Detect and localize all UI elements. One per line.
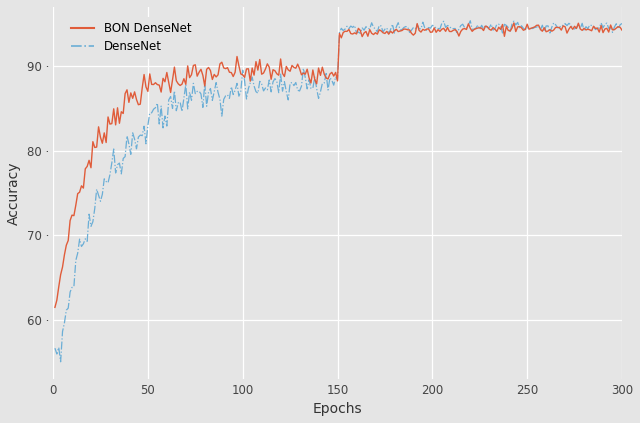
DenseNet: [467, 18, 474, 23]
BON DenseNet: [53, 298, 61, 303]
BON DenseNet: [510, 20, 518, 25]
DenseNet: [57, 359, 65, 364]
Line: BON DenseNet: BON DenseNet: [55, 23, 622, 308]
Line: DenseNet: DenseNet: [55, 21, 622, 362]
BON DenseNet: [388, 30, 396, 36]
DenseNet: [618, 21, 626, 26]
Y-axis label: Accuracy: Accuracy: [7, 162, 21, 225]
Legend: BON DenseNet, DenseNet: BON DenseNet, DenseNet: [65, 16, 197, 59]
DenseNet: [388, 22, 396, 27]
BON DenseNet: [387, 29, 394, 34]
DenseNet: [533, 25, 541, 30]
X-axis label: Epochs: Epochs: [313, 402, 362, 416]
BON DenseNet: [618, 27, 626, 33]
DenseNet: [51, 346, 59, 351]
DenseNet: [569, 26, 577, 31]
BON DenseNet: [567, 24, 575, 29]
DenseNet: [390, 30, 398, 36]
BON DenseNet: [398, 28, 406, 33]
DenseNet: [53, 352, 61, 357]
BON DenseNet: [51, 305, 59, 310]
DenseNet: [400, 25, 408, 30]
BON DenseNet: [531, 25, 539, 30]
